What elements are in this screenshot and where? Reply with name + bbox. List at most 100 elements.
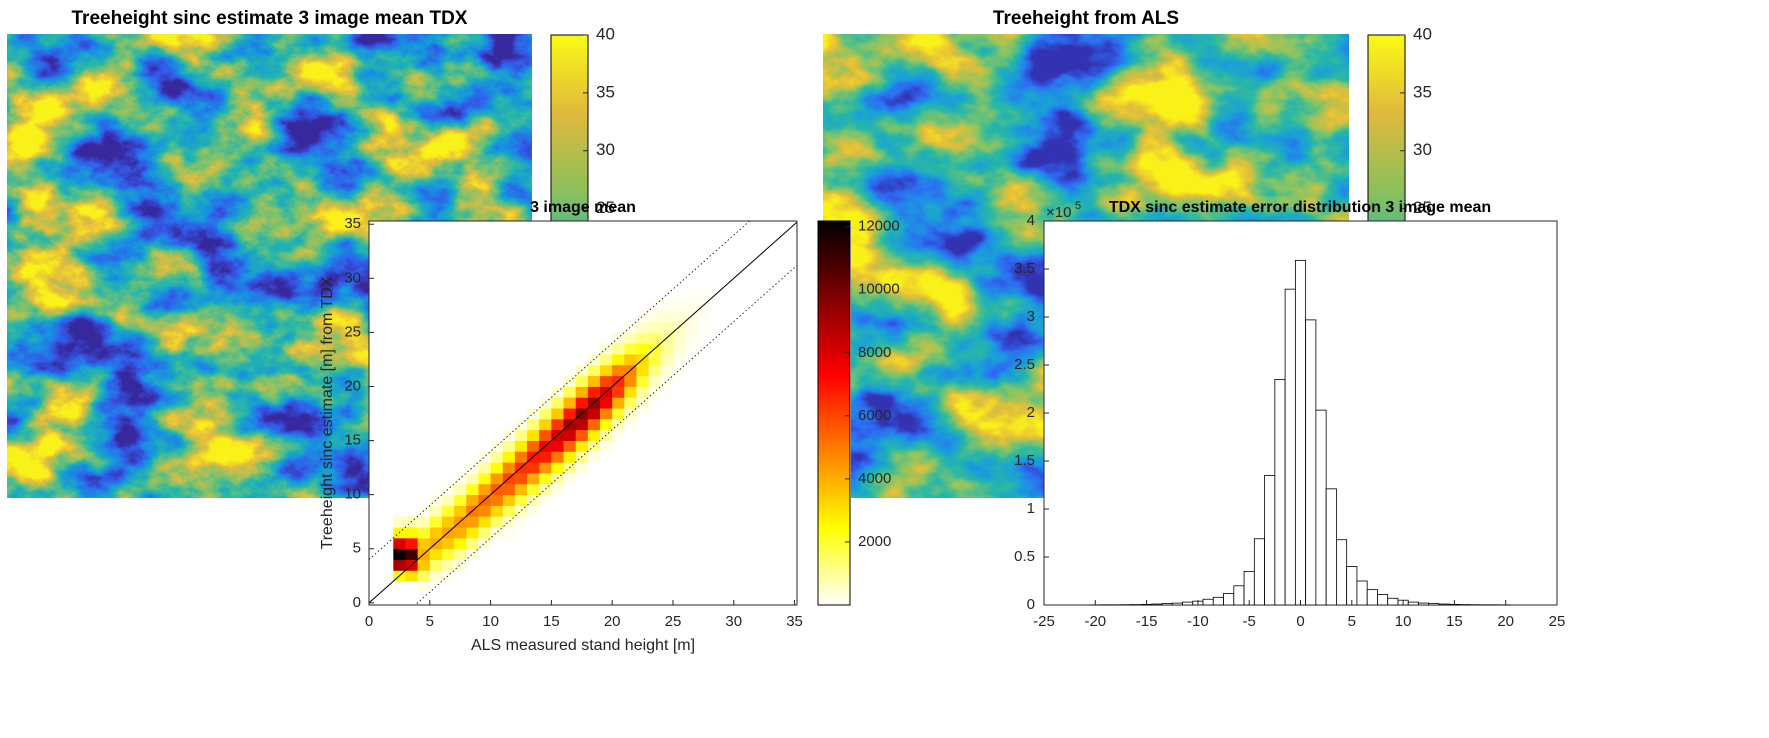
y-tick-label: 0 — [353, 594, 361, 611]
histogram-bar — [1377, 594, 1389, 606]
heatmap-cell — [575, 386, 589, 398]
histogram-bar — [1346, 566, 1358, 606]
x-axis-label: ALS measured stand height [m] — [471, 637, 695, 654]
heatmap-cell — [624, 408, 637, 420]
heatmap-cell — [685, 343, 698, 355]
y-tick-label: 35 — [344, 215, 361, 232]
heatmap-cell — [612, 343, 625, 355]
heatmap-cell — [660, 343, 674, 355]
histogram-bar — [1305, 319, 1317, 606]
heatmap-cell — [490, 494, 504, 506]
heatmap-cell — [429, 527, 443, 539]
heatmap-cell — [600, 440, 613, 452]
heatmap-cell — [624, 386, 637, 398]
y-tick-label: 2 — [1027, 404, 1035, 421]
heatmap-cell — [539, 408, 552, 420]
histogram-bar — [1418, 602, 1430, 606]
heatmap-cell — [539, 494, 552, 506]
histogram-bar — [1161, 603, 1173, 606]
heatmap-cell — [648, 321, 662, 333]
heatmap-cell — [490, 451, 504, 463]
heatmap-cell — [587, 418, 601, 431]
heatmap-cell — [441, 483, 455, 496]
heatmap-cell — [527, 494, 540, 506]
colorbar-tick-label: 40 — [1413, 24, 1432, 43]
heatmap-cell — [502, 462, 516, 474]
colorbar-tick-label: 8000 — [858, 344, 891, 361]
heatmap-cell — [563, 397, 577, 409]
heatmap-cell — [563, 429, 577, 441]
heatmap-cell — [600, 418, 613, 431]
y-tick-label: 25 — [344, 323, 361, 340]
heatmap-cell — [624, 321, 637, 333]
histogram-bar — [1212, 596, 1224, 606]
heatmap-cell — [514, 418, 528, 431]
heatmap-cell — [636, 332, 650, 344]
heatmap-cell — [600, 354, 613, 366]
heatmap-cell — [612, 397, 625, 409]
heatmap-cell — [441, 548, 455, 560]
heatmap-cell — [441, 516, 455, 528]
heatmap-cell — [527, 505, 540, 517]
heatmap-cell — [417, 559, 431, 571]
heatmap-cell — [587, 386, 601, 398]
x-tick-label: -20 — [1084, 613, 1106, 630]
heatmap-cell — [660, 354, 674, 366]
histogram-bar — [1223, 593, 1235, 606]
heatmap-cell — [636, 343, 650, 355]
histogram-bar — [1202, 598, 1214, 606]
heatmap-cell — [648, 332, 662, 344]
heatmap-cell — [417, 570, 431, 582]
heatmap-cell — [587, 364, 601, 377]
histogram-bar — [1253, 538, 1265, 606]
heatmap-cell — [429, 570, 443, 582]
y-tick-label: 0 — [1027, 596, 1035, 613]
y-tick-label: 0.5 — [1014, 548, 1035, 565]
heatmap-cell — [551, 408, 564, 420]
heatmap-cell — [575, 462, 589, 474]
y-exponent: 5 — [1075, 200, 1081, 212]
x-tick-label: 0 — [1296, 613, 1304, 630]
heatmap-cell — [454, 548, 467, 560]
histogram-bar — [1284, 288, 1296, 606]
histogram-bar — [1407, 601, 1419, 606]
heatmap-cell — [697, 289, 710, 301]
heatmap-cell — [563, 473, 577, 485]
y-tick-label: 20 — [344, 377, 361, 394]
heatmap-cell — [575, 375, 589, 387]
heatmap-cell — [466, 494, 479, 506]
heatmap-axes-box — [368, 220, 798, 606]
heatmap-cell — [685, 321, 698, 333]
heatmap-cell — [600, 375, 613, 387]
heatmap-cell — [575, 440, 589, 452]
heatmap-cell — [636, 321, 650, 333]
heatmap-cell — [551, 483, 564, 496]
map-title: Treeheight from ALS — [993, 8, 1179, 29]
heatmap-cell — [636, 364, 650, 377]
heatmap-cell — [575, 418, 589, 431]
heatmap-cell — [454, 505, 467, 517]
heatmap-cell — [502, 494, 516, 506]
heatmap-cell — [539, 451, 552, 463]
heatmap-cell — [478, 505, 491, 517]
colorbar-tick-label: 10000 — [858, 281, 900, 298]
heatmap-cell — [527, 418, 540, 431]
heatmap-cell — [636, 310, 650, 322]
heatmap-cell — [600, 408, 613, 420]
heatmap-cell — [648, 310, 662, 322]
heatmap-cell — [660, 386, 674, 398]
x-tick-label: 5 — [1348, 613, 1356, 630]
heatmap-cell — [478, 462, 491, 474]
heatmap-cell — [672, 289, 686, 301]
heatmap-cell — [672, 332, 686, 344]
reference-line — [414, 265, 797, 605]
heatmap-cell — [697, 354, 710, 366]
heatmap-cell — [454, 473, 467, 485]
heatmap-cell — [539, 418, 552, 431]
heatmap-cell — [478, 451, 491, 463]
heatmap-cells — [369, 221, 797, 605]
y-tick-label: 1 — [1027, 500, 1035, 517]
heatmap-cell — [454, 559, 467, 571]
map-title: Treeheight sinc estimate 3 image mean TD… — [72, 8, 468, 29]
heatmap-cell — [624, 375, 637, 387]
